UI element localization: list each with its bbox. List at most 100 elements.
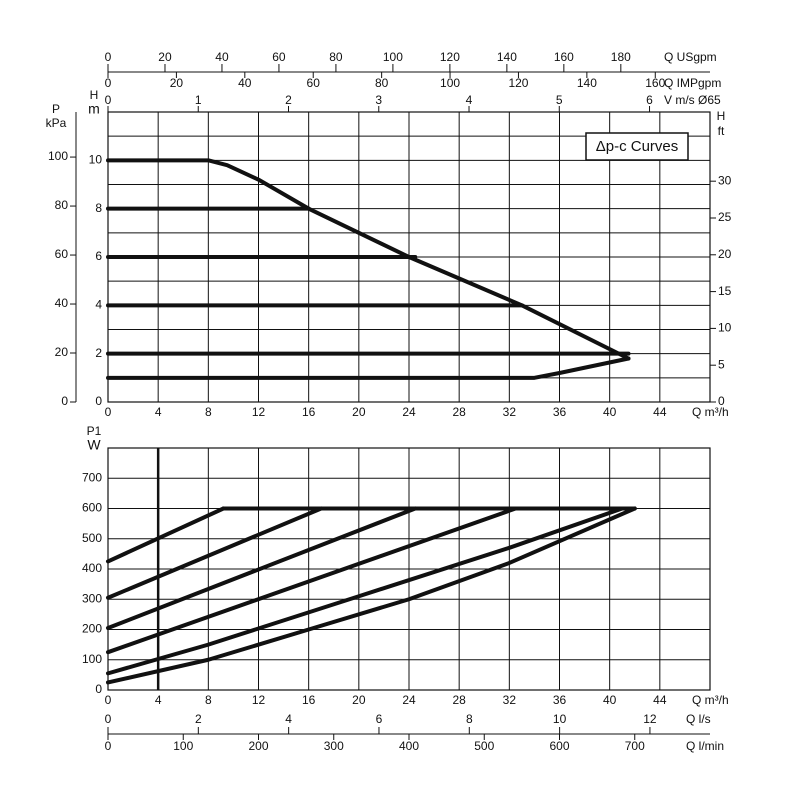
- x-tick-label: 28: [452, 405, 466, 419]
- right-axis-unit: ft: [718, 124, 725, 138]
- bottom-tick-label: 700: [625, 739, 645, 753]
- x-tick-label: 44: [653, 405, 667, 419]
- bottom-tick-label: 600: [549, 739, 569, 753]
- x-tick-label: 28: [452, 693, 466, 707]
- x-tick-label: 36: [553, 693, 567, 707]
- top-tick-label: 60: [307, 76, 321, 90]
- bottom-axis-label: Q l/s: [686, 712, 711, 726]
- bottom-tick-label: 500: [474, 739, 494, 753]
- right-tick-label: 20: [718, 247, 732, 261]
- bottom-tick-label: 4: [285, 712, 292, 726]
- bottom-tick-label: 200: [248, 739, 268, 753]
- top-tick-label: 140: [497, 50, 517, 64]
- curve: [106, 506, 518, 655]
- bottom-tick-label: 10: [553, 712, 567, 726]
- y-tick-label: 100: [82, 652, 102, 666]
- top-axis-label: Q USgpm: [664, 50, 717, 64]
- bottom-tick-label: 8: [466, 712, 473, 726]
- x-tick-label: 40: [603, 693, 617, 707]
- bottom-tick-label: 0: [105, 739, 112, 753]
- top-tick-label: 20: [158, 50, 172, 64]
- top-tick-label: 80: [375, 76, 389, 90]
- top-tick-label: 160: [554, 50, 574, 64]
- top-tick-label: 160: [645, 76, 665, 90]
- y-tick-label: 6: [95, 249, 102, 263]
- top-axis-label: V m/s Ø65: [664, 93, 721, 107]
- x-tick-label: 16: [302, 405, 316, 419]
- top-tick-label: 0: [105, 76, 112, 90]
- bottom-tick-label: 300: [324, 739, 344, 753]
- curve: [106, 506, 625, 676]
- x-tick-label: 0: [105, 405, 112, 419]
- right-tick-label: 5: [718, 357, 725, 371]
- right-axis-label: H: [717, 109, 726, 123]
- left-tick-label: 0: [61, 394, 68, 408]
- right-tick-label: 15: [718, 284, 732, 298]
- x-tick-label: 4: [155, 693, 162, 707]
- y-tick-label: 200: [82, 622, 102, 636]
- bottom-tick-label: 6: [376, 712, 383, 726]
- right-tick-label: 10: [718, 321, 732, 335]
- curve: [106, 506, 418, 630]
- x-tick-label: 4: [155, 405, 162, 419]
- y-axis-label: H: [90, 88, 99, 102]
- top-tick-label: 5: [556, 93, 563, 107]
- left-tick-label: 60: [55, 247, 69, 261]
- x-tick-label: 40: [603, 405, 617, 419]
- top-tick-label: 120: [440, 50, 460, 64]
- curve: [106, 506, 637, 685]
- top-tick-label: 120: [508, 76, 528, 90]
- x-axis-label: Q m³/h: [692, 405, 729, 419]
- curve: [106, 506, 324, 600]
- annotation-box: [585, 132, 689, 161]
- right-tick-label: 25: [718, 210, 732, 224]
- right-tick-label: 0: [718, 394, 725, 408]
- top-tick-label: 0: [105, 50, 112, 64]
- left-tick-label: 40: [55, 296, 69, 310]
- left-tick-label: 80: [55, 198, 69, 212]
- x-tick-label: 44: [653, 693, 667, 707]
- bottom-tick-label: 2: [195, 712, 202, 726]
- x-tick-label: 8: [205, 693, 212, 707]
- top-tick-label: 1: [195, 93, 202, 107]
- y-tick-label: 4: [95, 298, 102, 312]
- x-tick-label: 32: [503, 693, 517, 707]
- y-tick-label: 500: [82, 531, 102, 545]
- top-tick-label: 20: [170, 76, 184, 90]
- y-axis-label: P1: [87, 424, 102, 438]
- top-tick-label: 140: [577, 76, 597, 90]
- right-tick-label: 30: [718, 173, 732, 187]
- x-tick-label: 8: [205, 405, 212, 419]
- x-tick-label: 20: [352, 693, 366, 707]
- x-tick-label: 16: [302, 693, 316, 707]
- y-tick-label: 600: [82, 501, 102, 515]
- bottom-tick-label: 0: [105, 712, 112, 726]
- top-tick-label: 40: [238, 76, 252, 90]
- y-axis-unit: m: [88, 101, 100, 117]
- y-tick-label: 400: [82, 561, 102, 575]
- x-tick-label: 12: [252, 405, 266, 419]
- left-axis-unit: kPa: [46, 116, 67, 130]
- x-tick-label: 36: [553, 405, 567, 419]
- top-tick-label: 100: [440, 76, 460, 90]
- y-tick-label: 0: [95, 682, 102, 696]
- top-tick-label: 4: [466, 93, 473, 107]
- left-axis-label: P: [52, 102, 60, 116]
- x-tick-label: 32: [503, 405, 517, 419]
- y-axis-unit: W: [87, 437, 101, 453]
- annotation: Δp-c Curves: [596, 138, 679, 155]
- curve: [106, 356, 631, 380]
- top-tick-label: 60: [272, 50, 286, 64]
- top-tick-label: 180: [611, 50, 631, 64]
- bottom-tick-label: 100: [173, 739, 193, 753]
- top-axis-label: Q IMPgpm: [664, 76, 721, 90]
- top-tick-label: 80: [329, 50, 343, 64]
- bottom-tick-label: 400: [399, 739, 419, 753]
- left-tick-label: 20: [55, 345, 69, 359]
- top-tick-label: 3: [375, 93, 382, 107]
- y-tick-label: 0: [95, 394, 102, 408]
- top-tick-label: 2: [285, 93, 292, 107]
- x-tick-label: 12: [252, 693, 266, 707]
- bottom-tick-label: 12: [643, 712, 657, 726]
